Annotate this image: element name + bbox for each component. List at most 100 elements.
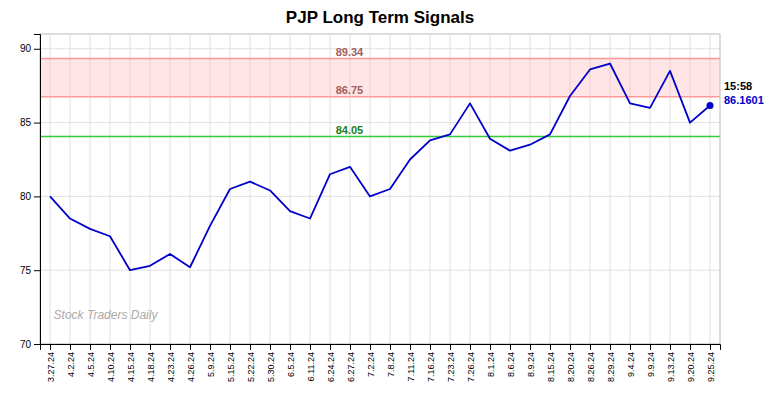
chart: 70 75 80 85 90 3.27.24 4.2.24 4.5.24 4.10.24 4.15…	[0, 0, 784, 398]
x-tick: 9.20.24	[686, 344, 696, 382]
x-tick-mark	[550, 344, 551, 350]
x-tick: 7.2.24	[366, 344, 376, 377]
x-tick-label: 9.20.24	[686, 352, 696, 382]
x-tick-mark	[190, 344, 191, 350]
plot-frame	[40, 34, 720, 344]
y-axis: 70 75 80 85 90	[20, 35, 41, 350]
x-tick-label: 4.5.24	[86, 352, 96, 377]
x-tick-label: 7.16.24	[426, 352, 436, 382]
x-tick-mark	[570, 344, 571, 350]
x-tick: 8.6.24	[506, 344, 516, 377]
x-tick: 9.4.24	[626, 344, 636, 377]
x-tick-mark	[130, 344, 131, 350]
x-tick: 8.29.24	[606, 344, 616, 382]
reference-label: 89.34	[336, 46, 364, 58]
x-tick: 9.25.24	[706, 344, 716, 382]
x-tick-label: 4.2.24	[66, 352, 76, 377]
y-tick: 80	[20, 191, 40, 202]
y-tick-mark	[34, 49, 40, 50]
x-tick: 6.27.24	[346, 344, 356, 382]
grid	[40, 34, 720, 344]
reference-label: 84.05	[336, 124, 364, 136]
x-tick: 5.9.24	[206, 344, 216, 377]
x-tick-mark	[450, 344, 451, 350]
watermark: Stock Traders Daily	[54, 308, 159, 322]
x-tick-mark	[250, 344, 251, 350]
grid-line-y	[40, 270, 720, 271]
x-tick-label: 8.9.24	[526, 352, 536, 377]
x-tick-label: 7.11.24	[406, 352, 416, 381]
x-tick-label: 9.25.24	[706, 352, 716, 382]
x-tick-mark	[630, 344, 631, 350]
x-tick-mark	[610, 344, 611, 350]
x-tick-label: 4.18.24	[146, 352, 156, 382]
x-tick: 9.13.24	[666, 344, 676, 382]
x-tick-mark	[230, 344, 231, 350]
reference-line	[40, 58, 720, 60]
x-tick: 4.5.24	[86, 344, 96, 377]
y-tick-label: 70	[20, 339, 32, 350]
plot: 70 75 80 85 90 3.27.24 4.2.24 4.5.24 4.10.24 4.15…	[20, 34, 764, 382]
x-tick: 4.18.24	[146, 344, 156, 382]
x-tick: 8.20.24	[566, 344, 576, 382]
x-tick: 9.9.24	[646, 344, 656, 377]
x-tick: 7.11.24	[406, 344, 416, 381]
x-tick-label: 8.26.24	[586, 352, 596, 382]
x-tick: 8.15.24	[546, 344, 556, 382]
x-tick-label: 4.10.24	[106, 352, 116, 382]
x-tick-label: 5.30.24	[266, 352, 276, 382]
x-tick-label: 6.24.24	[326, 352, 336, 382]
y-tick: 70	[20, 339, 40, 350]
y-tick-mark	[34, 270, 40, 271]
x-tick-mark	[410, 344, 411, 350]
x-tick-label: 3.27.24	[46, 352, 56, 382]
x-tick-mark	[690, 344, 691, 350]
x-tick: 5.15.24	[226, 344, 236, 382]
reference-line	[40, 96, 720, 98]
x-tick-label: 8.29.24	[606, 352, 616, 382]
x-tick-label: 8.15.24	[546, 352, 556, 382]
x-tick: 8.26.24	[586, 344, 596, 382]
marks	[40, 59, 720, 271]
x-tick-mark	[530, 344, 531, 350]
x-tick-mark	[350, 344, 351, 350]
x-tick-mark	[670, 344, 671, 350]
x-tick-mark	[310, 344, 311, 350]
x-tick-label: 7.23.24	[446, 352, 456, 382]
x-tick: 4.15.24	[126, 344, 136, 382]
x-tick: 5.22.24	[246, 344, 256, 382]
x-tick: 4.10.24	[106, 344, 116, 382]
x-tick-label: 5.9.24	[206, 352, 216, 377]
y-tick-mark	[34, 123, 40, 124]
x-tick-label: 7.8.24	[386, 352, 396, 377]
x-tick: 3.27.24	[46, 344, 56, 382]
reference-label: 86.75	[336, 84, 364, 96]
labels: 89.3486.7584.0515:5886.1601Stock Traders…	[54, 46, 764, 323]
title: PJP Long Term Signals	[286, 8, 474, 27]
x-tick: 7.8.24	[386, 344, 396, 377]
x-tick-mark	[110, 344, 111, 350]
x-tick-mark	[510, 344, 511, 350]
x-tick: 4.26.24	[186, 344, 196, 382]
x-tick-mark	[210, 344, 211, 350]
grid-line-y	[40, 48, 720, 49]
y-tick-mark	[34, 196, 40, 197]
last-point	[707, 102, 714, 109]
x-tick-mark	[710, 344, 711, 350]
x-tick-mark	[430, 344, 431, 350]
y-tick: 90	[20, 43, 40, 54]
x-tick: 8.9.24	[526, 344, 536, 377]
x-tick: 6.11.24	[306, 344, 316, 381]
x-tick-mark	[330, 344, 331, 350]
price-line	[50, 64, 710, 271]
x-tick-mark	[290, 344, 291, 350]
x-tick: 6.24.24	[326, 344, 336, 382]
x-tick-label: 4.23.24	[166, 352, 176, 382]
y-tick-label: 75	[20, 265, 32, 276]
x-tick: 4.2.24	[66, 344, 76, 377]
y-tick: 85	[20, 117, 40, 128]
x-tick: 6.5.24	[286, 344, 296, 377]
x-tick-mark	[70, 344, 71, 350]
y-tick-label: 80	[20, 191, 32, 202]
x-tick-mark	[590, 344, 591, 350]
